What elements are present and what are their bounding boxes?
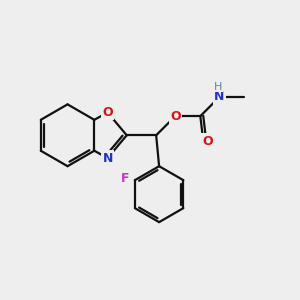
Text: O: O bbox=[170, 110, 181, 123]
Text: N: N bbox=[214, 91, 225, 103]
Text: F: F bbox=[121, 172, 130, 185]
Text: O: O bbox=[202, 135, 213, 148]
Text: H: H bbox=[214, 82, 222, 92]
Text: O: O bbox=[102, 106, 113, 119]
Text: N: N bbox=[102, 152, 113, 165]
